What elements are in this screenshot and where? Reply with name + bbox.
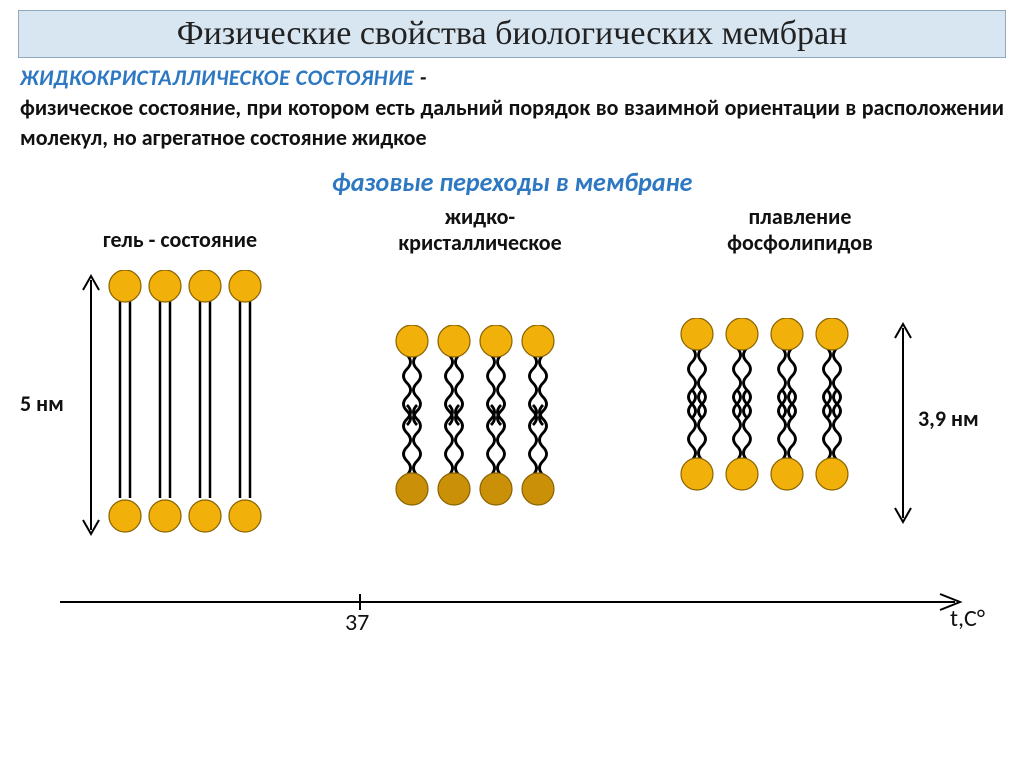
gel-dimension-arrow (78, 270, 104, 540)
definition-text: физическое состояние, при котором есть д… (20, 93, 1004, 152)
phase-label-lc: жидко- кристаллическое (340, 204, 620, 255)
phase-label-lc-line2: кристаллическое (398, 229, 561, 256)
temperature-axis: 37 t,С° (20, 590, 1004, 640)
melt-dimension-label: 3,9 нм (918, 405, 979, 432)
axis-tick-label: 37 (345, 608, 369, 637)
phase-label-lc-line1: жидко- (445, 203, 515, 230)
phase-labels-row: гель - состояние жидко- кристаллическое … (20, 204, 1004, 260)
melt-dimension-arrow (890, 318, 916, 528)
melt-bilayer (675, 318, 895, 538)
main-title: Физические свойства биологических мембра… (18, 10, 1006, 58)
subtitle-lc-text: ЖИДКОКРИСТАЛЛИЧЕСКОЕ СОСТОЯНИЕ (20, 64, 414, 91)
diagram-area: 5 нм 3,9 нм (20, 260, 1004, 590)
subtitle-phase-transitions: фазовые переходы в мембране (0, 166, 1024, 198)
gel-bilayer (105, 270, 295, 550)
gel-dimension-label: 5 нм (20, 390, 64, 417)
phase-label-melt-line2: фосфолипидов (727, 229, 873, 256)
phase-label-melt: плавление фосфолипидов (660, 204, 940, 255)
axis-arrow (60, 590, 970, 620)
phase-label-gel: гель - состояние (50, 226, 310, 253)
axis-unit-label: t,С° (950, 604, 985, 633)
subtitle-lc-dash: - (414, 64, 427, 91)
subtitle-liquid-crystal: ЖИДКОКРИСТАЛЛИЧЕСКОЕ СОСТОЯНИЕ - (20, 64, 1004, 91)
lc-bilayer (390, 325, 600, 545)
phase-label-melt-line1: плавление (749, 203, 852, 230)
